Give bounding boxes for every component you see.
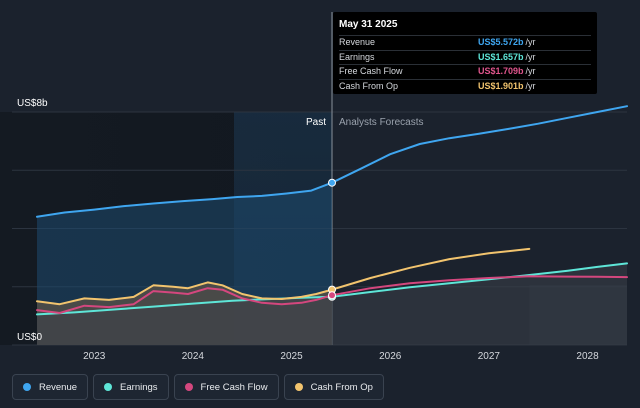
x-tick-label: 2024: [182, 351, 205, 362]
tooltip-row-cash-from-op: Cash From Op US$1.901b /yr: [339, 78, 591, 94]
free-cash-flow-marker: [328, 291, 336, 300]
free-cash-flow-dot-icon: [184, 383, 193, 391]
revenue-marker: [328, 178, 336, 187]
legend-label: Revenue: [39, 381, 78, 393]
tooltip-date: May 31 2025: [339, 19, 398, 30]
tooltip-series-name: Revenue: [339, 37, 376, 47]
earnings-dot-icon: [104, 383, 113, 391]
x-tick-label: 2028: [576, 351, 599, 362]
revenue-line: [36, 105, 628, 218]
legend-item-cash-from-op[interactable]: Cash From Op: [283, 374, 384, 400]
x-tick-label: 2027: [478, 351, 501, 362]
cash-from-op-line: [36, 247, 531, 306]
x-tick-label: 2026: [379, 351, 402, 362]
legend-item-revenue[interactable]: Revenue: [12, 374, 89, 400]
free-cash-flow-line: [36, 275, 628, 314]
y-axis-top-label: US$8b: [17, 98, 48, 109]
legend-label: Earnings: [120, 381, 158, 393]
tooltip-series-unit: /yr: [525, 37, 536, 47]
tooltip-series-value: US$1.709b: [478, 66, 524, 76]
tooltip-series-value: US$1.657b: [478, 51, 524, 62]
tooltip-series-value: US$5.572b: [478, 37, 524, 47]
x-tick-label: 2025: [280, 351, 303, 362]
tooltip-series-name: Earnings: [339, 51, 375, 62]
hover-tooltip: May 31 2025 Revenue US$5.572b /yr Earnin…: [333, 12, 597, 94]
chart: US$8b US$0 Past Analysts Forecasts 2023 2…: [0, 12, 628, 362]
cash-from-op-dot-icon: [294, 383, 303, 391]
legend-item-earnings[interactable]: Earnings: [93, 374, 169, 400]
revenue-dot-icon: [23, 383, 31, 391]
tooltip-row-earnings: Earnings US$1.657b /yr: [339, 49, 591, 65]
y-axis-bottom-label: US$0: [17, 332, 42, 343]
tooltip-row-revenue: Revenue US$5.572b /yr: [339, 35, 591, 50]
tooltip-series-unit: /yr: [525, 80, 536, 91]
x-tick-label: 2023: [83, 351, 106, 362]
legend-label: Free Cash Flow: [200, 381, 268, 393]
tooltip-series-name: Cash From Op: [339, 80, 399, 91]
legend: Revenue Earnings Free Cash Flow Cash Fro…: [12, 374, 384, 402]
tooltip-series-unit: /yr: [525, 66, 536, 76]
forecast-label: Analysts Forecasts: [339, 117, 423, 128]
earnings-area: [37, 263, 627, 345]
legend-label: Cash From Op: [310, 381, 373, 393]
tooltip-series-name: Free Cash Flow: [339, 66, 403, 76]
tooltip-row-free-cash-flow: Free Cash Flow US$1.709b /yr: [339, 64, 591, 79]
legend-item-free-cash-flow[interactable]: Free Cash Flow: [173, 374, 279, 400]
tooltip-series-value: US$1.901b: [478, 80, 524, 91]
tooltip-series-unit: /yr: [525, 51, 536, 62]
past-label: Past: [306, 117, 326, 128]
